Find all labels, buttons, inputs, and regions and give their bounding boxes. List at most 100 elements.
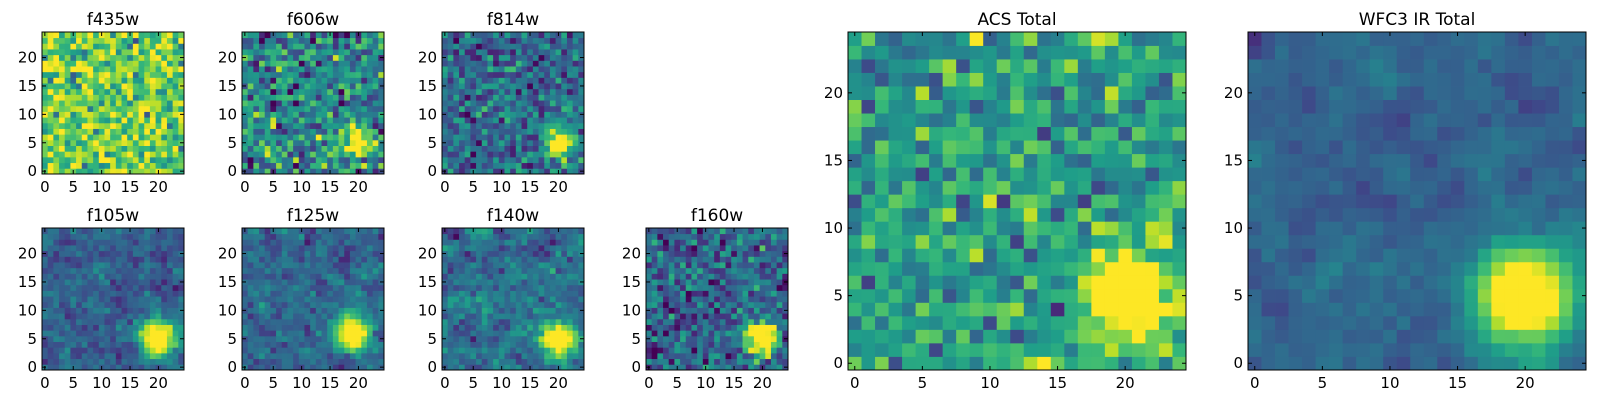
heatmap-cell (470, 296, 477, 303)
heatmap-cell (888, 315, 903, 330)
heatmap-cell (259, 88, 266, 95)
heatmap-cell (378, 267, 385, 274)
heatmap-cell (549, 228, 556, 235)
heatmap-cell (453, 49, 460, 56)
heatmap-cell (161, 83, 168, 90)
heatmap-cell (247, 313, 254, 320)
heatmap-cell (304, 105, 311, 112)
heatmap-cell (87, 239, 94, 246)
heatmap-cell (144, 66, 151, 73)
heatmap-cell (144, 60, 151, 67)
heatmap-cell (132, 100, 139, 107)
heatmap-cell (259, 341, 266, 348)
heatmap-cell (253, 233, 260, 240)
heatmap-cell (470, 94, 477, 101)
heatmap-cell (697, 273, 704, 280)
heatmap-cell (578, 341, 585, 348)
heatmap-cell (765, 307, 772, 314)
heatmap-cell (1158, 288, 1173, 303)
heatmap-cell (1104, 356, 1119, 371)
heatmap-cell (121, 54, 128, 61)
heatmap-cell (538, 71, 545, 78)
heatmap-cell (270, 296, 277, 303)
heatmap-cell (657, 290, 664, 297)
heatmap-cell (680, 228, 687, 235)
heatmap-cell (172, 32, 179, 39)
heatmap-cell (447, 284, 454, 291)
heatmap-cell (561, 296, 568, 303)
x-tick-label: 20 (549, 178, 568, 196)
heatmap-cell (464, 267, 471, 274)
heatmap-cell (663, 262, 670, 269)
heatmap-cell (166, 279, 174, 286)
heatmap-cell (93, 60, 100, 67)
heatmap-cell (53, 233, 60, 240)
heatmap-cell (172, 267, 179, 274)
heatmap-cell (93, 105, 100, 112)
heatmap-cell (81, 228, 88, 235)
heatmap-cell (538, 83, 545, 90)
heatmap-cell (366, 284, 374, 291)
heatmap-cell (76, 162, 83, 169)
heatmap-cell (459, 273, 466, 280)
heatmap-cell (578, 245, 585, 252)
heatmap-cell (719, 358, 726, 365)
heatmap-cell (888, 356, 903, 371)
heatmap-cell (782, 239, 789, 246)
heatmap-cell (121, 49, 128, 56)
heatmap-cell (327, 83, 334, 90)
heatmap-cell (504, 358, 511, 365)
heatmap-cell (270, 117, 277, 124)
heatmap-cell (121, 301, 128, 308)
heatmap-cell (776, 330, 783, 337)
heatmap-cell (121, 364, 128, 371)
heatmap-cell (646, 239, 653, 246)
heatmap-cell (166, 341, 174, 348)
heatmap-cell (338, 71, 345, 78)
heatmap-cell (315, 134, 322, 141)
heatmap-cell (310, 117, 317, 124)
heatmap-cell (453, 88, 460, 95)
heatmap-cell (310, 139, 317, 146)
heatmap-cell (361, 262, 368, 269)
heatmap-cell (76, 301, 83, 308)
heatmap-cell (87, 128, 94, 135)
heatmap-cell (657, 284, 664, 291)
heatmap-cell (349, 256, 356, 263)
heatmap-cell (770, 335, 778, 342)
heatmap-cell (942, 221, 957, 236)
heatmap-cell (544, 239, 551, 246)
heatmap-cell (166, 162, 174, 169)
heatmap-cell (572, 284, 579, 291)
heatmap-cell (915, 194, 930, 209)
axes-frame (241, 227, 385, 371)
heatmap-cell (848, 221, 862, 236)
heatmap-cell (498, 111, 505, 118)
heatmap-cell (566, 245, 574, 252)
heatmap-cell (87, 94, 94, 101)
heatmap-cell (1010, 342, 1025, 357)
heatmap-cell (521, 307, 528, 314)
heatmap-cell (76, 94, 83, 101)
heatmap-cell (861, 153, 876, 168)
heatmap-cell (572, 71, 579, 78)
heatmap-cell (572, 267, 579, 274)
heatmap-cell (691, 364, 698, 371)
heatmap-cell (149, 94, 156, 101)
heatmap-cell (270, 66, 277, 73)
heatmap-cell (668, 330, 675, 337)
heatmap-cell (685, 313, 692, 320)
heatmap-cell (47, 122, 54, 129)
heatmap-cell (476, 364, 483, 371)
heatmap-cell (378, 290, 385, 297)
heatmap-cell (969, 221, 984, 236)
heatmap-cell (504, 156, 511, 164)
heatmap-cell (298, 145, 305, 152)
heatmap-cell (942, 275, 957, 290)
heatmap-cell (172, 239, 179, 246)
heatmap-cell (515, 301, 522, 308)
heatmap-cell (110, 267, 117, 274)
heatmap-cell (349, 352, 356, 360)
heatmap-cell (447, 233, 454, 240)
heatmap-cell (719, 262, 726, 269)
